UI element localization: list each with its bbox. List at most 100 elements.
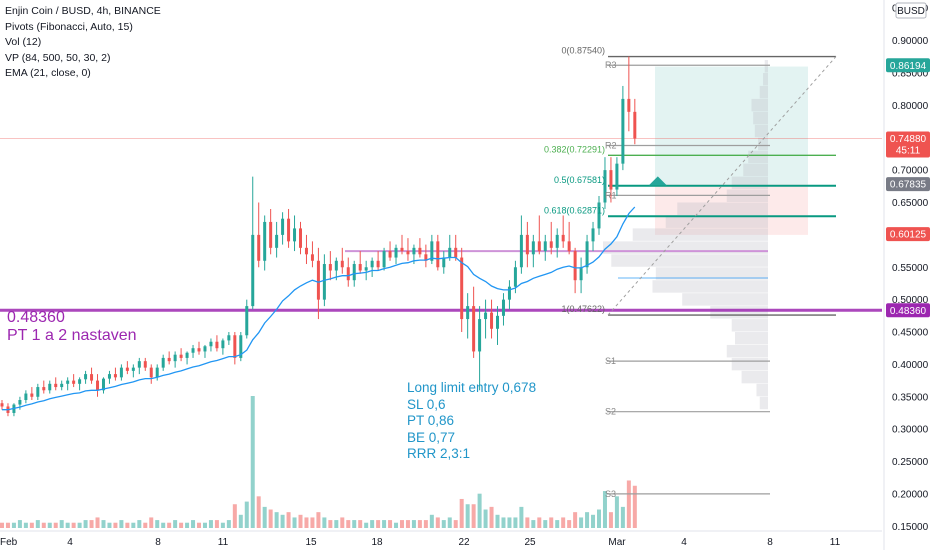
candle-body[interactable] — [173, 354, 177, 362]
candle-body[interactable] — [352, 264, 356, 281]
candle-body[interactable] — [358, 264, 362, 271]
candle-body[interactable] — [561, 234, 565, 242]
candle-body[interactable] — [96, 380, 100, 391]
candle-body[interactable] — [424, 254, 428, 261]
candle-body[interactable] — [621, 98, 625, 164]
candle-body[interactable] — [334, 260, 338, 271]
candle-body[interactable] — [119, 367, 123, 378]
candle-body[interactable] — [460, 257, 464, 320]
candle-body[interactable] — [191, 348, 195, 353]
candle-body[interactable] — [418, 247, 422, 255]
candle-body[interactable] — [328, 264, 332, 271]
candle-body[interactable] — [627, 98, 631, 112]
candle-body[interactable] — [412, 247, 416, 255]
candle-body[interactable] — [537, 241, 541, 252]
candle-body[interactable] — [239, 335, 243, 358]
candle-body[interactable] — [84, 374, 88, 380]
candle-body[interactable] — [609, 170, 613, 190]
candle-body[interactable] — [370, 260, 374, 268]
candle-body[interactable] — [573, 251, 577, 281]
candle-body[interactable] — [275, 234, 279, 248]
candle-body[interactable] — [591, 228, 595, 242]
candle-body[interactable] — [143, 361, 147, 368]
entry-arrow-icon[interactable] — [648, 176, 667, 186]
candle-body[interactable] — [215, 341, 219, 349]
legend-ema[interactable]: EMA (21, close, 0) — [5, 67, 91, 79]
candle-body[interactable] — [36, 387, 40, 397]
candle-body[interactable] — [430, 241, 434, 261]
candle-body[interactable] — [161, 357, 165, 368]
candle-body[interactable] — [615, 163, 619, 190]
legend-pivots[interactable]: Pivots (Fibonacci, Auto, 15) — [5, 20, 133, 33]
candle-body[interactable] — [0, 403, 4, 407]
candle-body[interactable] — [310, 254, 314, 261]
candle-body[interactable] — [484, 312, 488, 320]
currency-box[interactable] — [895, 2, 927, 19]
candle-body[interactable] — [525, 234, 529, 255]
candle-body[interactable] — [400, 247, 404, 252]
candle-body[interactable] — [257, 234, 261, 261]
candle-body[interactable] — [287, 218, 291, 242]
candle-body[interactable] — [376, 260, 380, 268]
candle-body[interactable] — [478, 319, 482, 352]
candle-body[interactable] — [72, 380, 76, 384]
candle-body[interactable] — [221, 340, 225, 349]
candle-body[interactable] — [555, 234, 559, 248]
candle-body[interactable] — [251, 234, 255, 307]
candle-body[interactable] — [603, 170, 607, 203]
candle-body[interactable] — [519, 234, 523, 268]
candle-body[interactable] — [531, 241, 535, 255]
candle-body[interactable] — [513, 267, 517, 287]
candle-body[interactable] — [90, 374, 94, 381]
candle-body[interactable] — [18, 400, 22, 405]
candle-body[interactable] — [125, 367, 129, 371]
ema-line[interactable] — [2, 206, 636, 411]
candle-body[interactable] — [472, 306, 476, 352]
candle-body[interactable] — [597, 202, 601, 229]
candle-body[interactable] — [269, 221, 273, 248]
candle-body[interactable] — [149, 367, 153, 378]
candle-body[interactable] — [167, 357, 171, 362]
candle-body[interactable] — [227, 335, 231, 341]
candle-body[interactable] — [233, 335, 237, 358]
candle-body[interactable] — [633, 111, 637, 139]
candle-body[interactable] — [30, 393, 34, 397]
candle-body[interactable] — [454, 247, 458, 258]
candle-body[interactable] — [406, 251, 410, 255]
candle-body[interactable] — [364, 267, 368, 271]
candle-body[interactable] — [101, 378, 105, 391]
candle-body[interactable] — [346, 267, 350, 281]
candle-body[interactable] — [436, 241, 440, 268]
candle-body[interactable] — [299, 228, 302, 248]
candle-body[interactable] — [466, 306, 470, 320]
candle-body[interactable] — [155, 367, 159, 378]
candle-body[interactable] — [442, 257, 446, 268]
candle-body[interactable] — [448, 247, 452, 258]
candle-body[interactable] — [293, 228, 297, 242]
candle-body[interactable] — [54, 383, 58, 388]
candle-body[interactable] — [507, 286, 511, 300]
candle-body[interactable] — [340, 260, 344, 268]
candle-body[interactable] — [48, 383, 52, 391]
candle-body[interactable] — [245, 306, 249, 336]
candle-body[interactable] — [567, 241, 571, 252]
candle-body[interactable] — [66, 380, 70, 384]
candle-body[interactable] — [113, 374, 117, 378]
candle-body[interactable] — [382, 251, 386, 268]
candle-body[interactable] — [585, 241, 589, 268]
candle-body[interactable] — [60, 383, 64, 388]
candle-body[interactable] — [137, 361, 141, 368]
legend-symbol[interactable]: Enjin Coin / BUSD, 4h, BINANCE — [5, 5, 161, 17]
candle-body[interactable] — [107, 374, 111, 379]
candle-body[interactable] — [579, 267, 583, 281]
candle-body[interactable] — [501, 299, 505, 316]
candle-body[interactable] — [197, 348, 201, 352]
candle-body[interactable] — [209, 341, 213, 347]
candle-body[interactable] — [316, 260, 320, 300]
candle-body[interactable] — [131, 367, 135, 371]
candle-body[interactable] — [42, 387, 46, 391]
candle-body[interactable] — [185, 352, 189, 358]
candle-body[interactable] — [394, 247, 398, 258]
candle-body[interactable] — [322, 264, 326, 300]
